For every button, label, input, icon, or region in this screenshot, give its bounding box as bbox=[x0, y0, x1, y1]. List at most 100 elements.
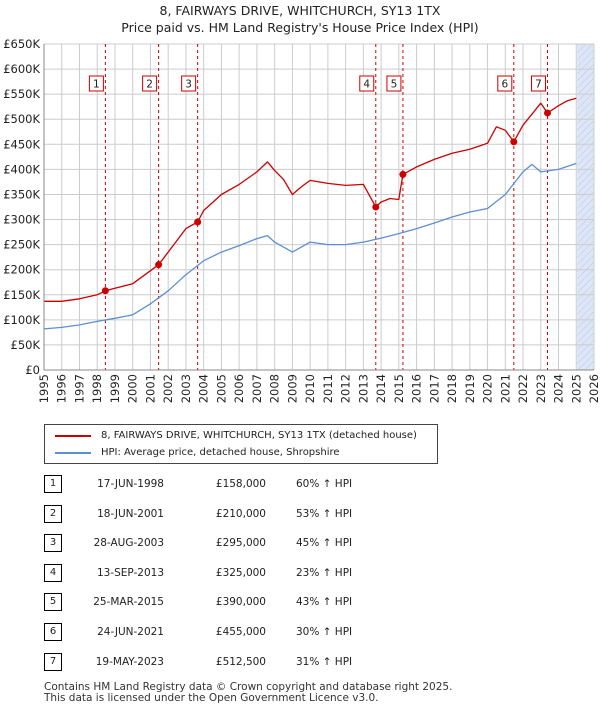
legend-swatch-price bbox=[55, 435, 91, 437]
x-tick-label: 1999 bbox=[108, 374, 122, 403]
x-tick-label: 2003 bbox=[179, 374, 193, 403]
x-tick-label: 1998 bbox=[90, 374, 104, 403]
x-tick-label: 2007 bbox=[250, 374, 264, 403]
sale-hpi-change: 23% ↑ HPI bbox=[296, 566, 353, 579]
y-tick-label: £650K bbox=[3, 37, 40, 51]
y-tick-label: £550K bbox=[3, 87, 40, 101]
sales-row: 6 24-JUN-2021 £455,000 30% ↑ HPI bbox=[0, 623, 600, 641]
y-tick-label: £200K bbox=[3, 263, 40, 277]
chart-title: 8, FAIRWAYS DRIVE, WHITCHURCH, SY13 1TX … bbox=[0, 2, 600, 36]
sale-date: 13-SEP-2013 bbox=[96, 566, 164, 579]
x-tick-label: 2000 bbox=[126, 374, 140, 403]
sales-row: 3 28-AUG-2003 £295,000 45% ↑ HPI bbox=[0, 534, 600, 553]
sale-number-badge: 6 bbox=[44, 623, 62, 641]
x-tick-label: 2013 bbox=[356, 374, 370, 403]
sale-number-badge: 1 bbox=[44, 475, 62, 493]
chart-title-line1: 8, FAIRWAYS DRIVE, WHITCHURCH, SY13 1TX bbox=[159, 3, 441, 18]
sale-box-4 bbox=[359, 75, 375, 92]
sale-point-6 bbox=[510, 138, 518, 146]
sale-box-1 bbox=[88, 75, 104, 92]
sale-point-7 bbox=[544, 109, 552, 117]
x-tick-label: 2023 bbox=[534, 374, 548, 403]
sale-box-7 bbox=[531, 75, 547, 92]
sale-point-3 bbox=[194, 218, 202, 226]
sale-box-label-6: 6 bbox=[501, 79, 508, 91]
x-tick-label: 1995 bbox=[37, 374, 51, 403]
y-tick-label: £400K bbox=[3, 162, 40, 176]
sale-point-4 bbox=[372, 203, 380, 211]
x-tick-label: 2002 bbox=[161, 374, 175, 403]
x-tick-label: 2009 bbox=[285, 374, 299, 403]
footer-line2: This data is licensed under the Open Gov… bbox=[44, 692, 379, 704]
sale-date: 17-JUN-1998 bbox=[97, 478, 164, 490]
series-lines bbox=[43, 97, 577, 330]
y-tick-label: £300K bbox=[3, 213, 40, 227]
series-line-hpi bbox=[43, 162, 577, 330]
x-tick-label: 2005 bbox=[214, 374, 228, 403]
x-tick-label: 2008 bbox=[268, 374, 282, 403]
x-tick-label: 2004 bbox=[197, 374, 211, 403]
sale-hpi-change: 43% ↑ HPI bbox=[296, 596, 353, 609]
sale-point-2 bbox=[155, 261, 163, 269]
sales-row: 4 13-SEP-2013 £325,000 23% ↑ HPI bbox=[0, 563, 600, 582]
x-tick-label: 2025 bbox=[569, 374, 583, 403]
y-tick-label: £500K bbox=[3, 112, 40, 126]
sale-hpi-change: 31% ↑ HPI bbox=[296, 655, 353, 668]
sale-date: 28-AUG-2003 bbox=[93, 537, 164, 550]
x-tick-label: 2017 bbox=[427, 374, 441, 403]
sale-price: £512,500 bbox=[215, 655, 266, 668]
sale-box-6 bbox=[497, 75, 513, 92]
x-tick-label: 2016 bbox=[410, 374, 424, 403]
sales-row: 2 18-JUN-2001 £210,000 53% ↑ HPI bbox=[0, 504, 600, 523]
footer-line1: Contains HM Land Registry data © Crown c… bbox=[44, 681, 453, 693]
x-tick-label: 2019 bbox=[463, 374, 477, 403]
x-tick-label: 1996 bbox=[55, 374, 69, 403]
sale-hpi-change: 60% ↑ HPI bbox=[296, 478, 353, 490]
sale-labels: 1 2 3 4 5 6 7 bbox=[88, 75, 547, 92]
sale-date: 25-MAR-2015 bbox=[93, 596, 164, 609]
sale-date: 24-JUN-2021 bbox=[97, 626, 164, 638]
sale-price: £325,000 bbox=[215, 566, 266, 579]
sale-point-1 bbox=[101, 287, 109, 295]
y-tick-label: £0 bbox=[25, 363, 40, 377]
future-band-rect bbox=[577, 44, 594, 370]
x-tick-label: 2021 bbox=[498, 374, 512, 403]
sale-hpi-change: 45% ↑ HPI bbox=[296, 537, 353, 550]
x-tick-label: 2018 bbox=[445, 374, 459, 403]
y-tick-label: £250K bbox=[3, 238, 40, 252]
sale-box-label-1: 1 bbox=[93, 79, 100, 91]
sale-number-badge: 5 bbox=[44, 593, 62, 612]
x-tick-label: 2012 bbox=[339, 374, 353, 403]
sale-box-3 bbox=[181, 75, 197, 92]
sale-number-badge: 2 bbox=[44, 504, 62, 523]
y-tick-label: £150K bbox=[3, 288, 40, 302]
sale-box-2 bbox=[142, 75, 158, 92]
sale-date: 18-JUN-2001 bbox=[97, 507, 164, 520]
sale-box-label-4: 4 bbox=[363, 79, 370, 91]
x-tick-label: 2010 bbox=[303, 374, 317, 403]
y-tick-label: £450K bbox=[3, 137, 40, 151]
x-tick-label: 1997 bbox=[72, 374, 86, 403]
x-tick-label: 2020 bbox=[481, 374, 495, 403]
sale-date: 19-MAY-2023 bbox=[95, 655, 164, 668]
sale-price: £390,000 bbox=[215, 596, 266, 609]
grid bbox=[43, 43, 595, 371]
footer: Contains HM Land Registry data © Crown c… bbox=[44, 682, 452, 704]
sales-row: 1 17-JUN-1998 £158,000 60% ↑ HPI bbox=[0, 475, 600, 493]
y-tick-label: £600K bbox=[3, 62, 40, 76]
x-tick-label: 2001 bbox=[143, 374, 157, 403]
y-tick-label: £350K bbox=[3, 187, 40, 201]
series-line-price bbox=[44, 97, 577, 302]
sale-point-5 bbox=[399, 170, 407, 178]
x-tick-label: 2022 bbox=[516, 374, 530, 403]
sale-price: £210,000 bbox=[215, 507, 266, 520]
sale-box-label-3: 3 bbox=[185, 79, 192, 91]
x-tick-label: 2014 bbox=[374, 374, 388, 403]
sale-number-badge: 4 bbox=[44, 563, 62, 582]
sale-box-5 bbox=[386, 75, 402, 92]
sale-box-label-5: 5 bbox=[391, 79, 398, 91]
sales-row: 5 25-MAR-2015 £390,000 43% ↑ HPI bbox=[0, 593, 600, 612]
sale-price: £455,000 bbox=[215, 626, 266, 638]
sale-marker-lines bbox=[104, 44, 549, 370]
